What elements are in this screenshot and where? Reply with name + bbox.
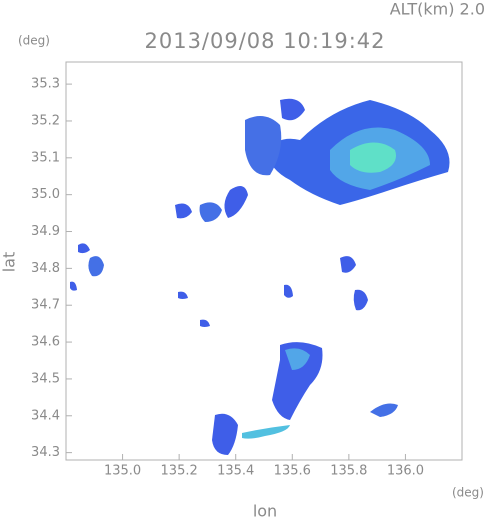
plot-frame (65, 61, 463, 461)
x-tick-label: 135.0 (104, 464, 141, 479)
x-tick-label: 135.4 (217, 464, 254, 479)
y-tick-label: 34.3 (31, 445, 60, 460)
y-axis-label: lat (0, 252, 19, 273)
y-tick-label: 34.8 (31, 261, 60, 276)
chart-title: 2013/09/08 10:19:42 (144, 29, 385, 53)
x-tick-label: 135.6 (274, 464, 311, 479)
radar-echoes (70, 98, 450, 455)
y-tick-label: 34.7 (31, 298, 60, 313)
y-tick-label: 34.9 (31, 224, 60, 239)
y-unit: (deg) (18, 34, 50, 48)
x-unit: (deg) (452, 486, 484, 500)
x-tick-label: 136.0 (387, 464, 424, 479)
y-tick-label: 35.3 (31, 77, 60, 92)
x-tick-label: 135.8 (330, 464, 367, 479)
y-tick-label: 35.1 (31, 150, 60, 165)
x-axis-label: lon (253, 502, 277, 521)
y-tick-label: 34.4 (31, 408, 60, 423)
altitude: ALT(km) 2.0 (390, 0, 485, 19)
y-tick-label: 34.5 (31, 371, 60, 386)
y-tick-label: 35.0 (31, 187, 60, 202)
y-tick-label: 35.2 (31, 113, 60, 128)
y-tick-label: 34.6 (31, 335, 60, 350)
x-tick-label: 135.2 (161, 464, 198, 479)
